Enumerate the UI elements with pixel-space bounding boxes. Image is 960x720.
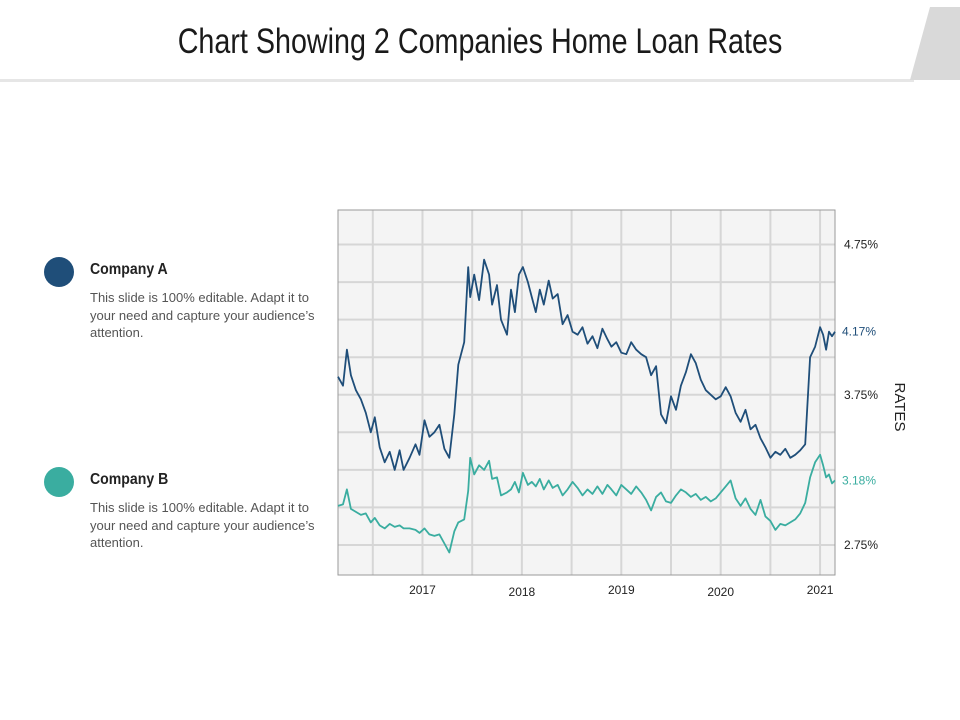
x-tick-label: 2017: [409, 583, 436, 597]
legend-marker-company-b: [44, 467, 74, 497]
legend-name-company-a: Company A: [90, 261, 168, 278]
title-divider: [0, 79, 914, 82]
x-tick-label: 2021: [807, 583, 834, 597]
end-value-label-company-b: 3.18%: [842, 473, 876, 487]
x-tick-label: 2018: [509, 585, 536, 599]
end-value-label-company-a: 4.17%: [842, 325, 876, 339]
legend-name-company-b: Company B: [90, 471, 169, 488]
x-tick-label: 2019: [608, 583, 635, 597]
legend-marker-company-a: [44, 257, 74, 287]
page-title: Chart Showing 2 Companies Home Loan Rate…: [177, 22, 783, 61]
y-axis-title: RATES: [891, 383, 908, 432]
series-line-company-b: [337, 453, 836, 554]
x-tick-label: 2020: [707, 585, 734, 599]
y-tick-label: 4.75%: [844, 238, 878, 252]
legend-description-company-a: This slide is 100% editable. Adapt it to…: [90, 290, 315, 340]
y-tick-label: 2.75%: [844, 538, 878, 552]
plot-border: [337, 209, 836, 576]
y-tick-label: 3.75%: [844, 388, 878, 402]
legend-description-company-b: This slide is 100% editable. Adapt it to…: [90, 500, 315, 550]
series-line-company-a: [337, 258, 836, 471]
plot-area: [338, 210, 835, 575]
